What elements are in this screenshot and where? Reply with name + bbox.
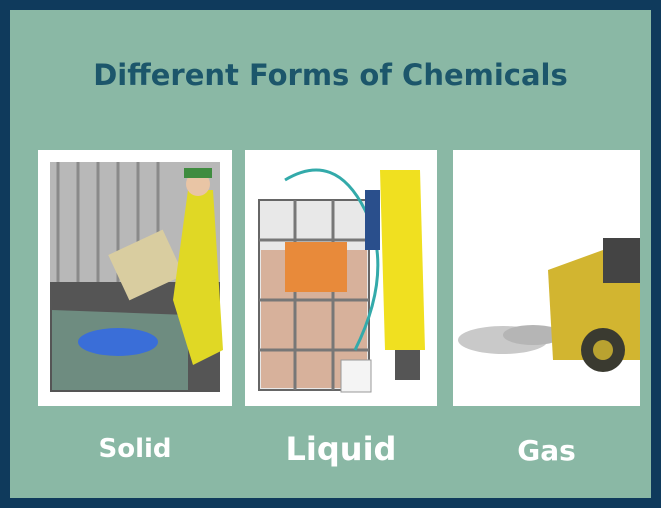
gas-card	[453, 150, 640, 406]
panel-label: Liquid	[245, 430, 437, 468]
panel-label: Solid	[38, 434, 232, 464]
solid-illustration	[38, 150, 232, 406]
liquid-illustration	[245, 150, 437, 406]
liquid-card	[245, 150, 437, 406]
gas-illustration	[453, 150, 640, 406]
slide-title: Different Forms of Chemicals	[10, 58, 651, 92]
panel-label: Gas	[453, 434, 640, 467]
solid-card	[38, 150, 232, 406]
slide: Different Forms of Chemicals	[0, 0, 661, 508]
